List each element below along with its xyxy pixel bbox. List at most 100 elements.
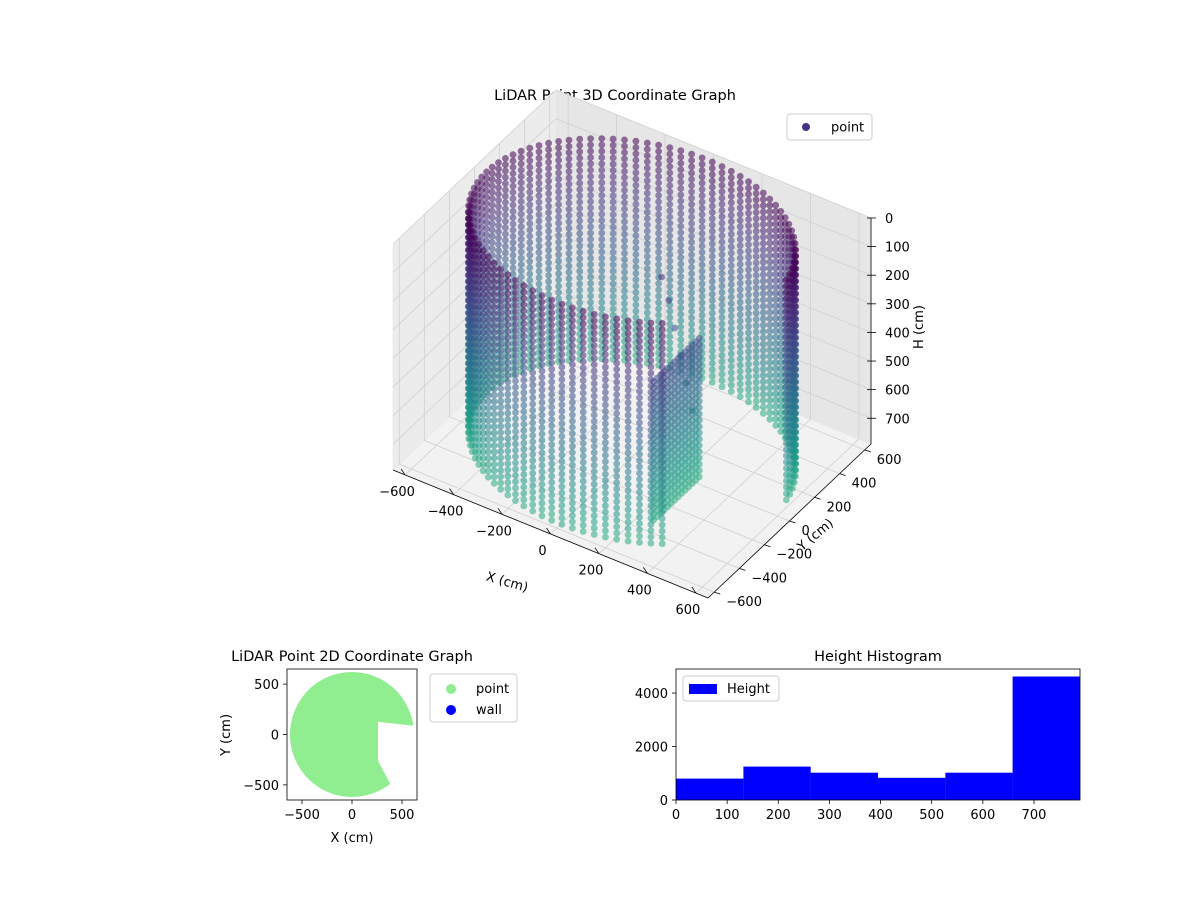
point-3d xyxy=(509,245,517,253)
point-3d xyxy=(613,460,621,468)
point-3d xyxy=(613,347,621,354)
point-3d xyxy=(484,360,492,368)
point-3d xyxy=(598,147,606,155)
point-3d xyxy=(621,142,628,150)
point-3d xyxy=(632,295,640,302)
point-3d xyxy=(609,173,617,181)
point-3d xyxy=(579,402,587,410)
point-3d xyxy=(745,178,752,186)
point-3d xyxy=(708,234,716,242)
point-3d xyxy=(613,466,621,474)
point-3d xyxy=(736,261,744,268)
point-3d xyxy=(655,192,662,199)
point-3d xyxy=(677,147,685,155)
point-3d xyxy=(590,499,598,507)
point-3d xyxy=(658,540,666,548)
point-3d xyxy=(590,348,598,356)
point-3d xyxy=(718,358,726,365)
point-3d xyxy=(745,367,752,374)
point-3d xyxy=(632,263,640,271)
point-3d xyxy=(587,235,594,243)
point-3d xyxy=(636,532,643,540)
point-3d xyxy=(666,194,674,202)
point-3d xyxy=(484,297,492,305)
point-3d xyxy=(655,141,662,149)
point-3d xyxy=(497,322,505,329)
point-3d xyxy=(745,184,752,192)
point-3d xyxy=(558,432,566,440)
point-3d xyxy=(688,175,695,183)
point-3d xyxy=(708,271,716,279)
point-3d xyxy=(783,477,790,485)
point-3d xyxy=(517,147,525,155)
point-3d xyxy=(736,217,744,224)
point-3d xyxy=(569,380,576,387)
point-3d xyxy=(512,358,519,366)
point-3d xyxy=(621,161,628,169)
point-3d xyxy=(545,253,552,260)
point-3d xyxy=(718,175,726,183)
point-3d xyxy=(666,333,674,340)
point-3d xyxy=(624,437,632,444)
point-3d xyxy=(545,259,552,267)
z-tick-label-3d: 300 xyxy=(885,298,910,313)
point-3d xyxy=(688,289,695,296)
point-3d xyxy=(555,289,562,296)
point-3d xyxy=(688,207,695,215)
point-3d xyxy=(497,473,505,481)
point-3d xyxy=(535,173,543,181)
point-3d xyxy=(590,531,598,538)
point-3d xyxy=(677,317,685,325)
x-tick-3d xyxy=(449,488,454,495)
point-3d xyxy=(745,247,752,255)
point-3d xyxy=(647,439,655,446)
point-3d xyxy=(658,338,666,346)
point-3d xyxy=(613,397,621,405)
point-3d xyxy=(488,232,496,240)
legend-histogram-label: Height xyxy=(727,682,770,697)
point-3d xyxy=(688,257,695,265)
point-3d xyxy=(509,214,517,222)
point-3d xyxy=(579,515,587,523)
point-3d xyxy=(727,337,735,345)
point-3d xyxy=(509,195,517,203)
point-3d xyxy=(698,160,706,168)
point-3d xyxy=(613,384,621,392)
point-3d xyxy=(752,183,760,191)
point-3d xyxy=(497,328,505,336)
point-3d xyxy=(632,232,640,240)
y-tick-label-2d: −500 xyxy=(243,779,279,794)
point-3d xyxy=(558,338,566,346)
point-3d xyxy=(632,137,640,145)
point-3d xyxy=(590,317,598,324)
point-3d xyxy=(698,255,706,262)
point-3d xyxy=(579,458,587,466)
point-3d xyxy=(745,190,752,198)
point-3d xyxy=(529,318,537,326)
point-3d xyxy=(736,355,744,363)
point-3d xyxy=(587,298,594,306)
point-3d xyxy=(736,386,744,394)
point-3d xyxy=(520,445,528,453)
point-region-2d xyxy=(290,672,414,797)
point-3d xyxy=(579,484,587,491)
point-3d xyxy=(490,297,498,305)
point-3d xyxy=(520,376,528,384)
point-3d xyxy=(569,367,576,375)
point-3d xyxy=(658,527,666,535)
point-3d xyxy=(555,245,562,252)
point-3d xyxy=(598,273,606,281)
point-3d xyxy=(790,258,798,266)
point-3d xyxy=(529,400,537,408)
point-3d xyxy=(727,350,735,358)
point-3d xyxy=(698,236,706,244)
point-3d xyxy=(565,256,573,263)
point-3d xyxy=(624,537,632,545)
point-3d xyxy=(621,224,628,232)
point-3d xyxy=(598,223,606,231)
point-3d xyxy=(766,359,774,366)
point-3d xyxy=(535,154,543,162)
point-3d xyxy=(548,302,556,310)
point-3d xyxy=(565,237,573,245)
point-3d xyxy=(759,202,767,210)
